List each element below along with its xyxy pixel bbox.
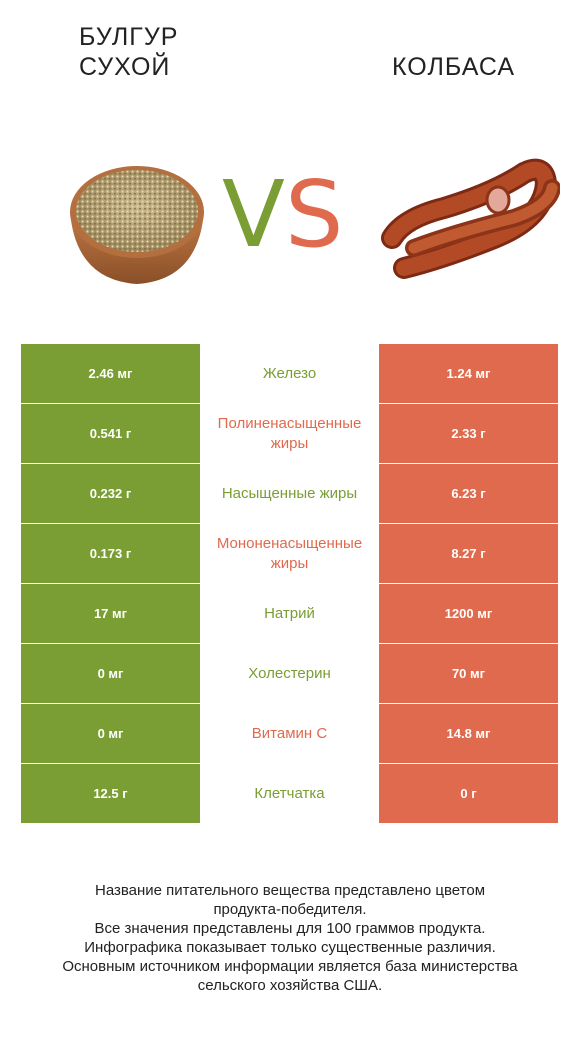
comparison-row: 0 мг Холестерин 70 мг: [21, 643, 558, 704]
left-value: 12.5 г: [21, 763, 200, 824]
footnote: Название питательного вещества представл…: [20, 881, 560, 995]
nutrient-name-label: Насыщенные жиры: [221, 484, 358, 502]
nutrient-name-label: Натрий: [264, 604, 315, 622]
left-value: 0 мг: [21, 703, 200, 764]
right-value: 0 г: [379, 763, 558, 824]
nutrient-name-label: Мононенасыщенные жиры: [216, 534, 363, 572]
left-value: 0.173 г: [21, 523, 200, 584]
right-value: 1.24 мг: [379, 344, 558, 404]
right-value: 14.8 мг: [379, 703, 558, 764]
right-value: 2.33 г: [379, 403, 558, 464]
vs-v-letter: V: [222, 161, 285, 268]
comparison-row: 0.232 г Насыщенные жиры 6.23 г: [21, 463, 558, 524]
nutrient-name: Мононенасыщенные жиры: [200, 523, 379, 584]
nutrient-name-label: Холестерин: [248, 664, 331, 682]
right-value: 8.27 г: [379, 523, 558, 584]
nutrient-name: Витамин C: [200, 703, 379, 764]
footnote-line2: продукта-победителя.: [213, 901, 367, 918]
right-value: 1200 мг: [379, 583, 558, 644]
comparison-row: 12.5 г Клетчатка 0 г: [21, 763, 558, 824]
right-value: 70 мг: [379, 643, 558, 704]
footnote-line1: Название питательного вещества представл…: [94, 882, 486, 899]
comparison-row: 0 мг Витамин C 14.8 мг: [21, 703, 558, 764]
bulgur-bowl-image: [70, 166, 204, 284]
right-value: 6.23 г: [379, 463, 558, 524]
nutrient-name: Полиненасыщенные жиры: [200, 403, 379, 464]
comparison-row: 0.173 г Мононенасыщенные жиры 8.27 г: [21, 523, 558, 584]
nutrient-name: Холестерин: [200, 643, 379, 704]
comparison-row: 2.46 мг Железо 1.24 мг: [21, 344, 558, 404]
comparison-row: 17 мг Натрий 1200 мг: [21, 583, 558, 644]
left-food-title-line1: Булгур: [79, 23, 179, 51]
comparison-row: 0.541 г Полиненасыщенные жиры 2.33 г: [21, 403, 558, 464]
footnote-line3: Все значения представлены для 100 граммо…: [94, 920, 486, 937]
nutrient-name-label: Клетчатка: [254, 784, 325, 802]
nutrient-name-label: Железо: [262, 364, 317, 382]
nutrient-name-label: Витамин C: [251, 724, 328, 742]
left-value: 0.541 г: [21, 403, 200, 464]
vs-label: VS: [222, 165, 343, 265]
comparison-table: 2.46 мг Железо 1.24 мг 0.541 г Полиненасыщен…: [21, 344, 558, 824]
left-value: 2.46 мг: [21, 344, 200, 404]
footnote-line5: Основным источником информации является …: [62, 958, 518, 975]
nutrient-name: Железо: [200, 344, 379, 404]
nutrient-name-label: Полиненасыщенные жиры: [217, 414, 362, 452]
left-value: 0.232 г: [21, 463, 200, 524]
left-food-title-line2: сухой: [79, 53, 171, 81]
nutrient-name: Натрий: [200, 583, 379, 644]
footnote-line4: Инфографика показывает только существенн…: [84, 939, 496, 956]
footnote-line6: сельского хозяйства США.: [197, 977, 383, 994]
left-value: 17 мг: [21, 583, 200, 644]
left-value: 0 мг: [21, 643, 200, 704]
left-food-title: Булгур сухой: [79, 22, 239, 82]
vs-s-letter: S: [284, 161, 344, 268]
sausage-image: [381, 158, 560, 279]
nutrient-name: Насыщенные жиры: [200, 463, 379, 524]
nutrient-name: Клетчатка: [200, 763, 379, 824]
right-food-title: Колбаса: [392, 53, 516, 81]
